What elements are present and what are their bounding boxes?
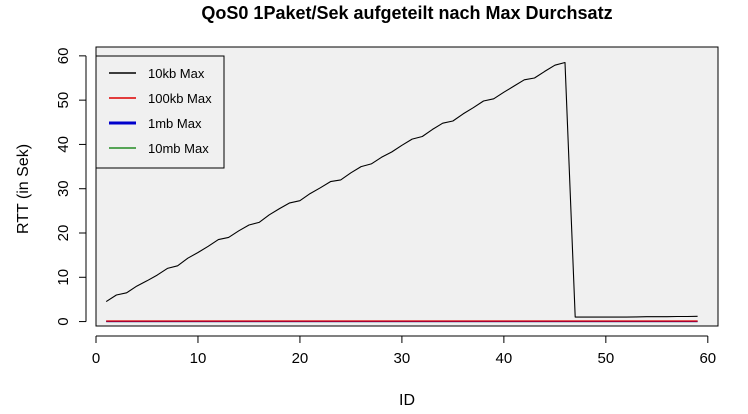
legend-box [95,55,225,169]
x-tick-label: 0 [92,350,100,367]
y-axis-label: RTT (in Sek) [15,144,32,234]
y-tick-label: 50 [55,92,72,109]
legend-item: 10mb Max [109,141,209,156]
x-axis: 0 10 20 30 40 50 60 [92,335,716,367]
legend-item: 100kb Max [109,91,212,106]
y-axis: 0 10 20 30 40 50 60 [55,48,87,326]
y-tick-label: 60 [55,48,72,65]
x-tick-label: 60 [699,350,716,367]
y-tick-label: 20 [55,225,72,242]
legend-item: 10kb Max [109,66,205,81]
x-axis-label: ID [399,392,415,409]
y-tick-label: 10 [55,269,72,286]
y-tick-label: 40 [55,136,72,153]
legend-label: 100kb Max [148,91,212,106]
x-tick-label: 50 [597,350,614,367]
series-lines [105,61,698,323]
y-tick-label: 30 [55,180,72,197]
series-line-10kb-max [105,61,698,318]
x-tick-label: 30 [394,350,411,367]
legend: 10kb Max 100kb Max 1mb Max 10mb Max [95,55,225,169]
plot-frame [95,46,719,327]
legend-label: 1mb Max [148,116,202,131]
legend-label: 10mb Max [148,141,209,156]
chart-title: QoS0 1Paket/Sek aufgeteilt nach Max Durc… [201,3,612,23]
legend-label: 10kb Max [148,66,205,81]
x-tick-label: 20 [292,350,309,367]
legend-item: 1mb Max [109,116,202,131]
x-tick-label: 40 [496,350,513,367]
y-tick-label: 0 [55,317,72,325]
x-tick-label: 10 [190,350,207,367]
